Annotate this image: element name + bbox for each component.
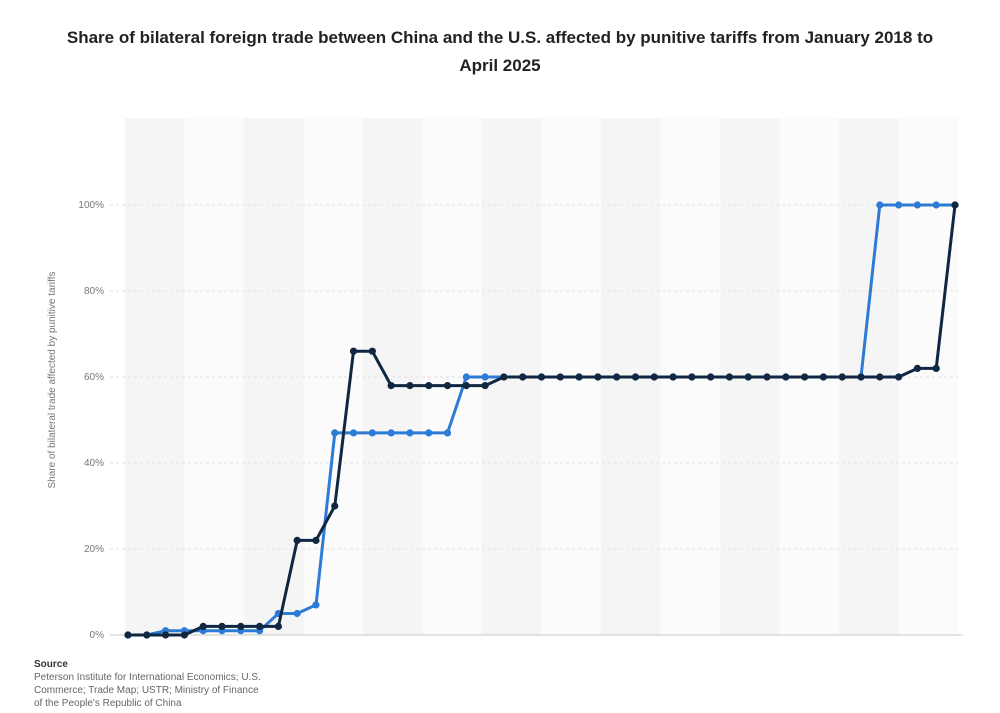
data-point[interactable] — [349, 347, 358, 355]
data-point[interactable] — [650, 373, 658, 381]
data-point[interactable] — [349, 429, 358, 437]
data-point[interactable] — [462, 373, 470, 381]
data-point[interactable] — [443, 429, 452, 437]
data-point[interactable] — [669, 373, 677, 381]
data-point[interactable] — [537, 373, 546, 381]
data-point[interactable] — [143, 631, 151, 639]
data-point[interactable] — [876, 201, 884, 209]
data-point[interactable] — [199, 622, 207, 631]
data-point[interactable] — [218, 622, 226, 631]
source-block: Source Peterson Institute for Internatio… — [34, 658, 334, 710]
data-point[interactable] — [763, 373, 771, 381]
data-point[interactable] — [368, 347, 376, 355]
source-heading: Source — [34, 659, 68, 670]
data-point[interactable] — [124, 631, 132, 639]
data-point[interactable] — [500, 373, 508, 381]
series-2 — [124, 201, 959, 639]
data-point[interactable] — [932, 364, 940, 372]
data-point[interactable] — [312, 536, 320, 545]
data-point[interactable] — [801, 373, 809, 381]
y-tick-label: 40% — [84, 458, 104, 469]
y-tick-label: 100% — [78, 200, 104, 211]
data-point[interactable] — [387, 382, 395, 390]
data-point[interactable] — [161, 631, 170, 639]
data-point[interactable] — [725, 373, 734, 381]
data-point[interactable] — [575, 373, 583, 381]
data-point[interactable] — [406, 382, 414, 390]
source-line: of the People's Republic of China — [34, 698, 182, 709]
data-point[interactable] — [688, 373, 696, 381]
data-point[interactable] — [293, 609, 301, 618]
data-series — [124, 201, 959, 639]
data-point[interactable] — [312, 601, 320, 609]
data-point[interactable] — [782, 373, 790, 381]
data-point[interactable] — [237, 622, 245, 631]
data-point[interactable] — [368, 429, 376, 437]
source-line: Peterson Institute for International Eco… — [34, 672, 261, 683]
data-point[interactable] — [519, 373, 527, 381]
data-point[interactable] — [331, 502, 339, 510]
data-point[interactable] — [913, 201, 922, 209]
y-tick-label: 0% — [90, 630, 105, 641]
y-tick-label: 80% — [84, 286, 104, 297]
data-point[interactable] — [481, 373, 489, 381]
data-point[interactable] — [425, 429, 433, 437]
data-point[interactable] — [481, 382, 489, 390]
data-point[interactable] — [913, 364, 922, 372]
y-axis-ticks: 0% 20% 40% 60% 80% 100% — [78, 200, 104, 641]
data-point[interactable] — [594, 373, 602, 381]
data-point[interactable] — [293, 536, 301, 545]
y-axis-label: Share of bilateral trade affected by pun… — [47, 272, 58, 489]
data-point[interactable] — [331, 429, 339, 437]
data-point[interactable] — [406, 429, 414, 437]
data-point[interactable] — [425, 382, 433, 390]
data-point[interactable] — [895, 201, 903, 209]
data-point[interactable] — [556, 373, 564, 381]
data-point[interactable] — [876, 373, 884, 381]
data-point[interactable] — [613, 373, 621, 381]
data-point[interactable] — [462, 382, 470, 390]
data-point[interactable] — [838, 373, 846, 381]
data-point[interactable] — [857, 373, 865, 381]
data-point[interactable] — [387, 429, 395, 437]
chart-title: Share of bilateral foreign trade between… — [66, 28, 934, 75]
y-tick-label: 60% — [84, 372, 104, 383]
data-point[interactable] — [951, 201, 959, 209]
data-point[interactable] — [180, 631, 188, 639]
source-line: Commerce; Trade Map; USTR; Ministry of F… — [34, 685, 259, 696]
data-point[interactable] — [707, 373, 715, 381]
y-tick-label: 20% — [84, 544, 104, 555]
data-point[interactable] — [631, 373, 640, 381]
data-point[interactable] — [932, 201, 940, 209]
data-point[interactable] — [443, 382, 452, 390]
data-point[interactable] — [255, 622, 264, 631]
data-point[interactable] — [895, 373, 903, 381]
data-point[interactable] — [274, 622, 282, 631]
data-point[interactable] — [744, 373, 752, 381]
data-point[interactable] — [819, 373, 828, 381]
